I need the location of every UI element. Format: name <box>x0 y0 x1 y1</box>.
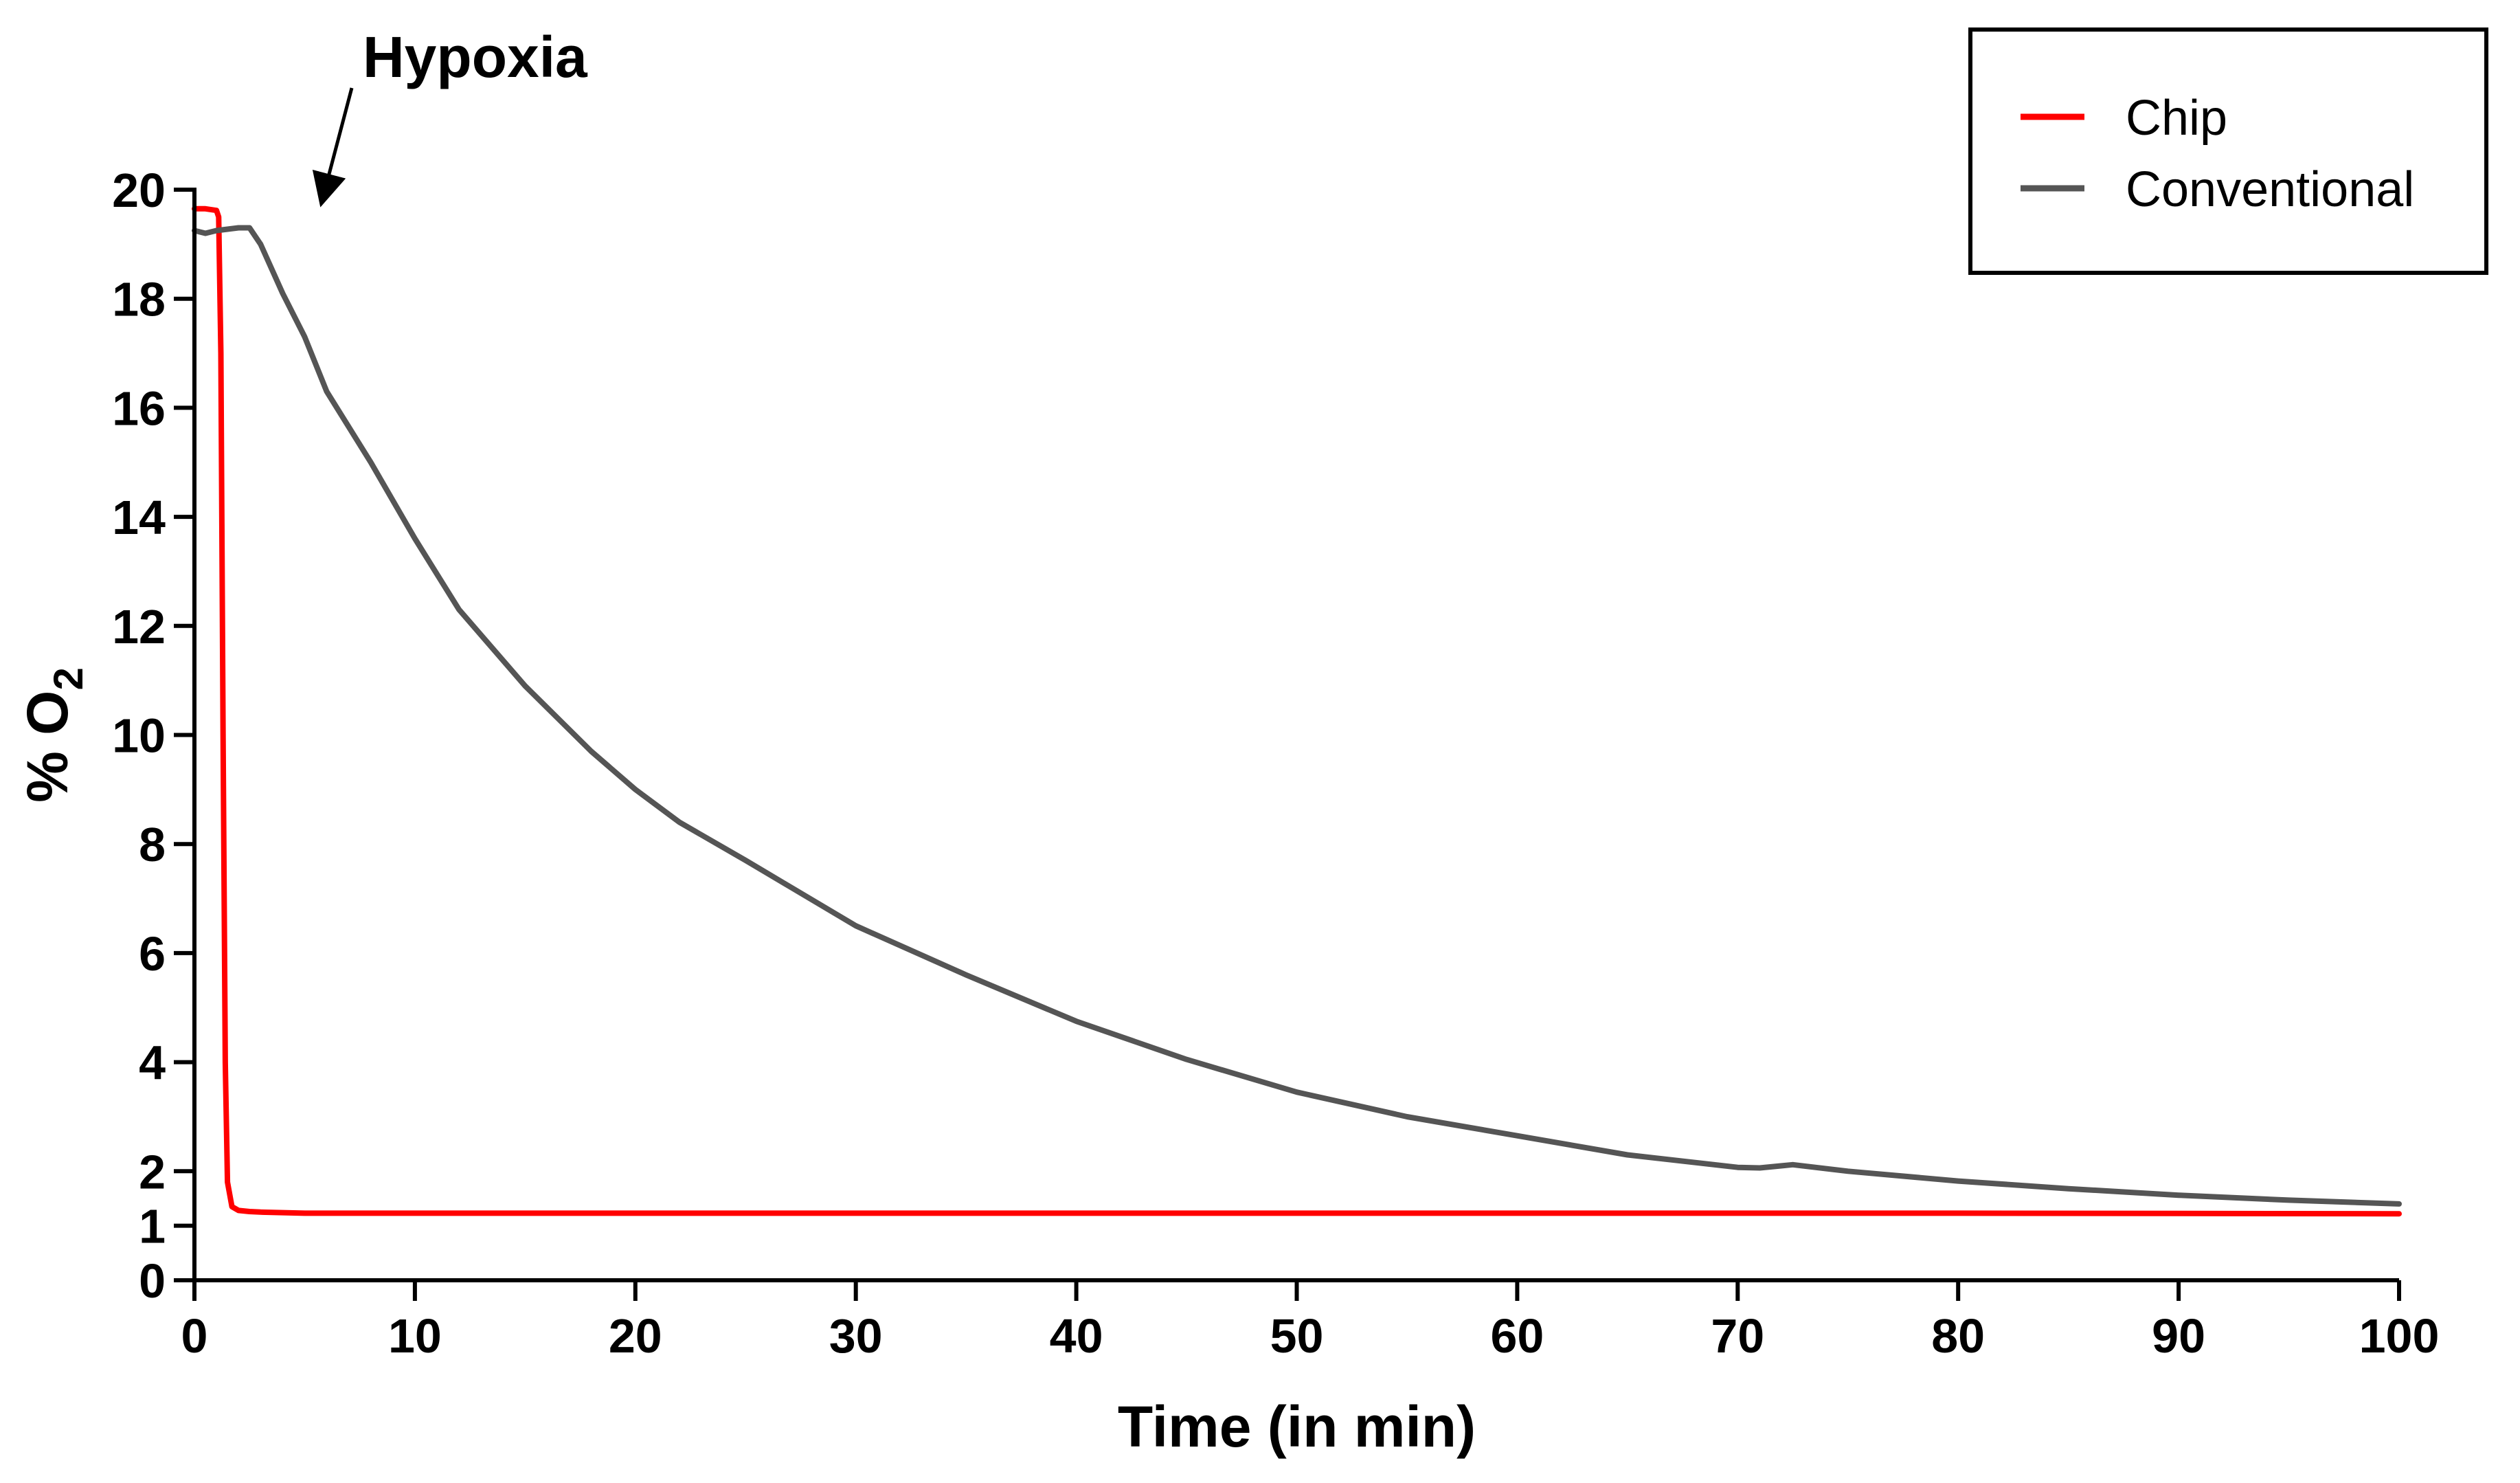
y-tick-label: 10 <box>112 709 166 763</box>
x-tick-label: 50 <box>1270 1309 1324 1363</box>
x-tick-label: 60 <box>1490 1309 1544 1363</box>
x-tick-label: 10 <box>388 1309 442 1363</box>
y-axis-title-subscript: 2 <box>45 667 91 690</box>
y-axis-title-main: % O <box>15 691 80 803</box>
y-tick-label: 4 <box>139 1036 166 1090</box>
x-tick-label: 90 <box>2152 1309 2205 1363</box>
y-tick-label: 16 <box>112 381 166 435</box>
x-tick-label: 80 <box>1931 1309 1985 1363</box>
legend-label-chip: Chip <box>2126 91 2227 146</box>
series-line-conventional <box>192 225 2402 1207</box>
y-tick-label: 6 <box>139 927 166 981</box>
y-tick-label: 0 <box>139 1254 166 1308</box>
legend: Chip Conventional <box>1968 27 2488 275</box>
x-tick-label: 0 <box>181 1309 208 1363</box>
series-line-chip <box>192 205 2402 1217</box>
legend-label-conventional: Conventional <box>2126 162 2414 217</box>
legend-box <box>1968 27 2488 275</box>
x-axis-title: Time (in min) <box>1118 1394 1476 1459</box>
x-axis-ticks: 0 10 20 30 40 50 60 70 80 90 100 <box>181 1280 2440 1363</box>
x-tick-label: 100 <box>2359 1309 2440 1363</box>
x-tick-label: 30 <box>829 1309 883 1363</box>
x-tick-label: 70 <box>1711 1309 1764 1363</box>
series-layer <box>192 205 2402 1217</box>
y-tick-label: 8 <box>139 818 166 871</box>
hypoxia-annotation-arrow <box>312 87 354 208</box>
y-tick-label: 20 <box>112 164 166 217</box>
y-tick-label: 14 <box>112 491 166 544</box>
y-tick-label: 1 <box>139 1200 166 1253</box>
x-tick-label: 40 <box>1050 1309 1103 1363</box>
y-axis-title: % O2 <box>15 667 91 803</box>
y-tick-label: 12 <box>112 600 166 654</box>
y-tick-label: 18 <box>112 273 166 326</box>
hypoxia-annotation-label: Hypoxia <box>363 25 588 89</box>
x-tick-label: 20 <box>609 1309 662 1363</box>
y-tick-label: 2 <box>139 1145 166 1198</box>
